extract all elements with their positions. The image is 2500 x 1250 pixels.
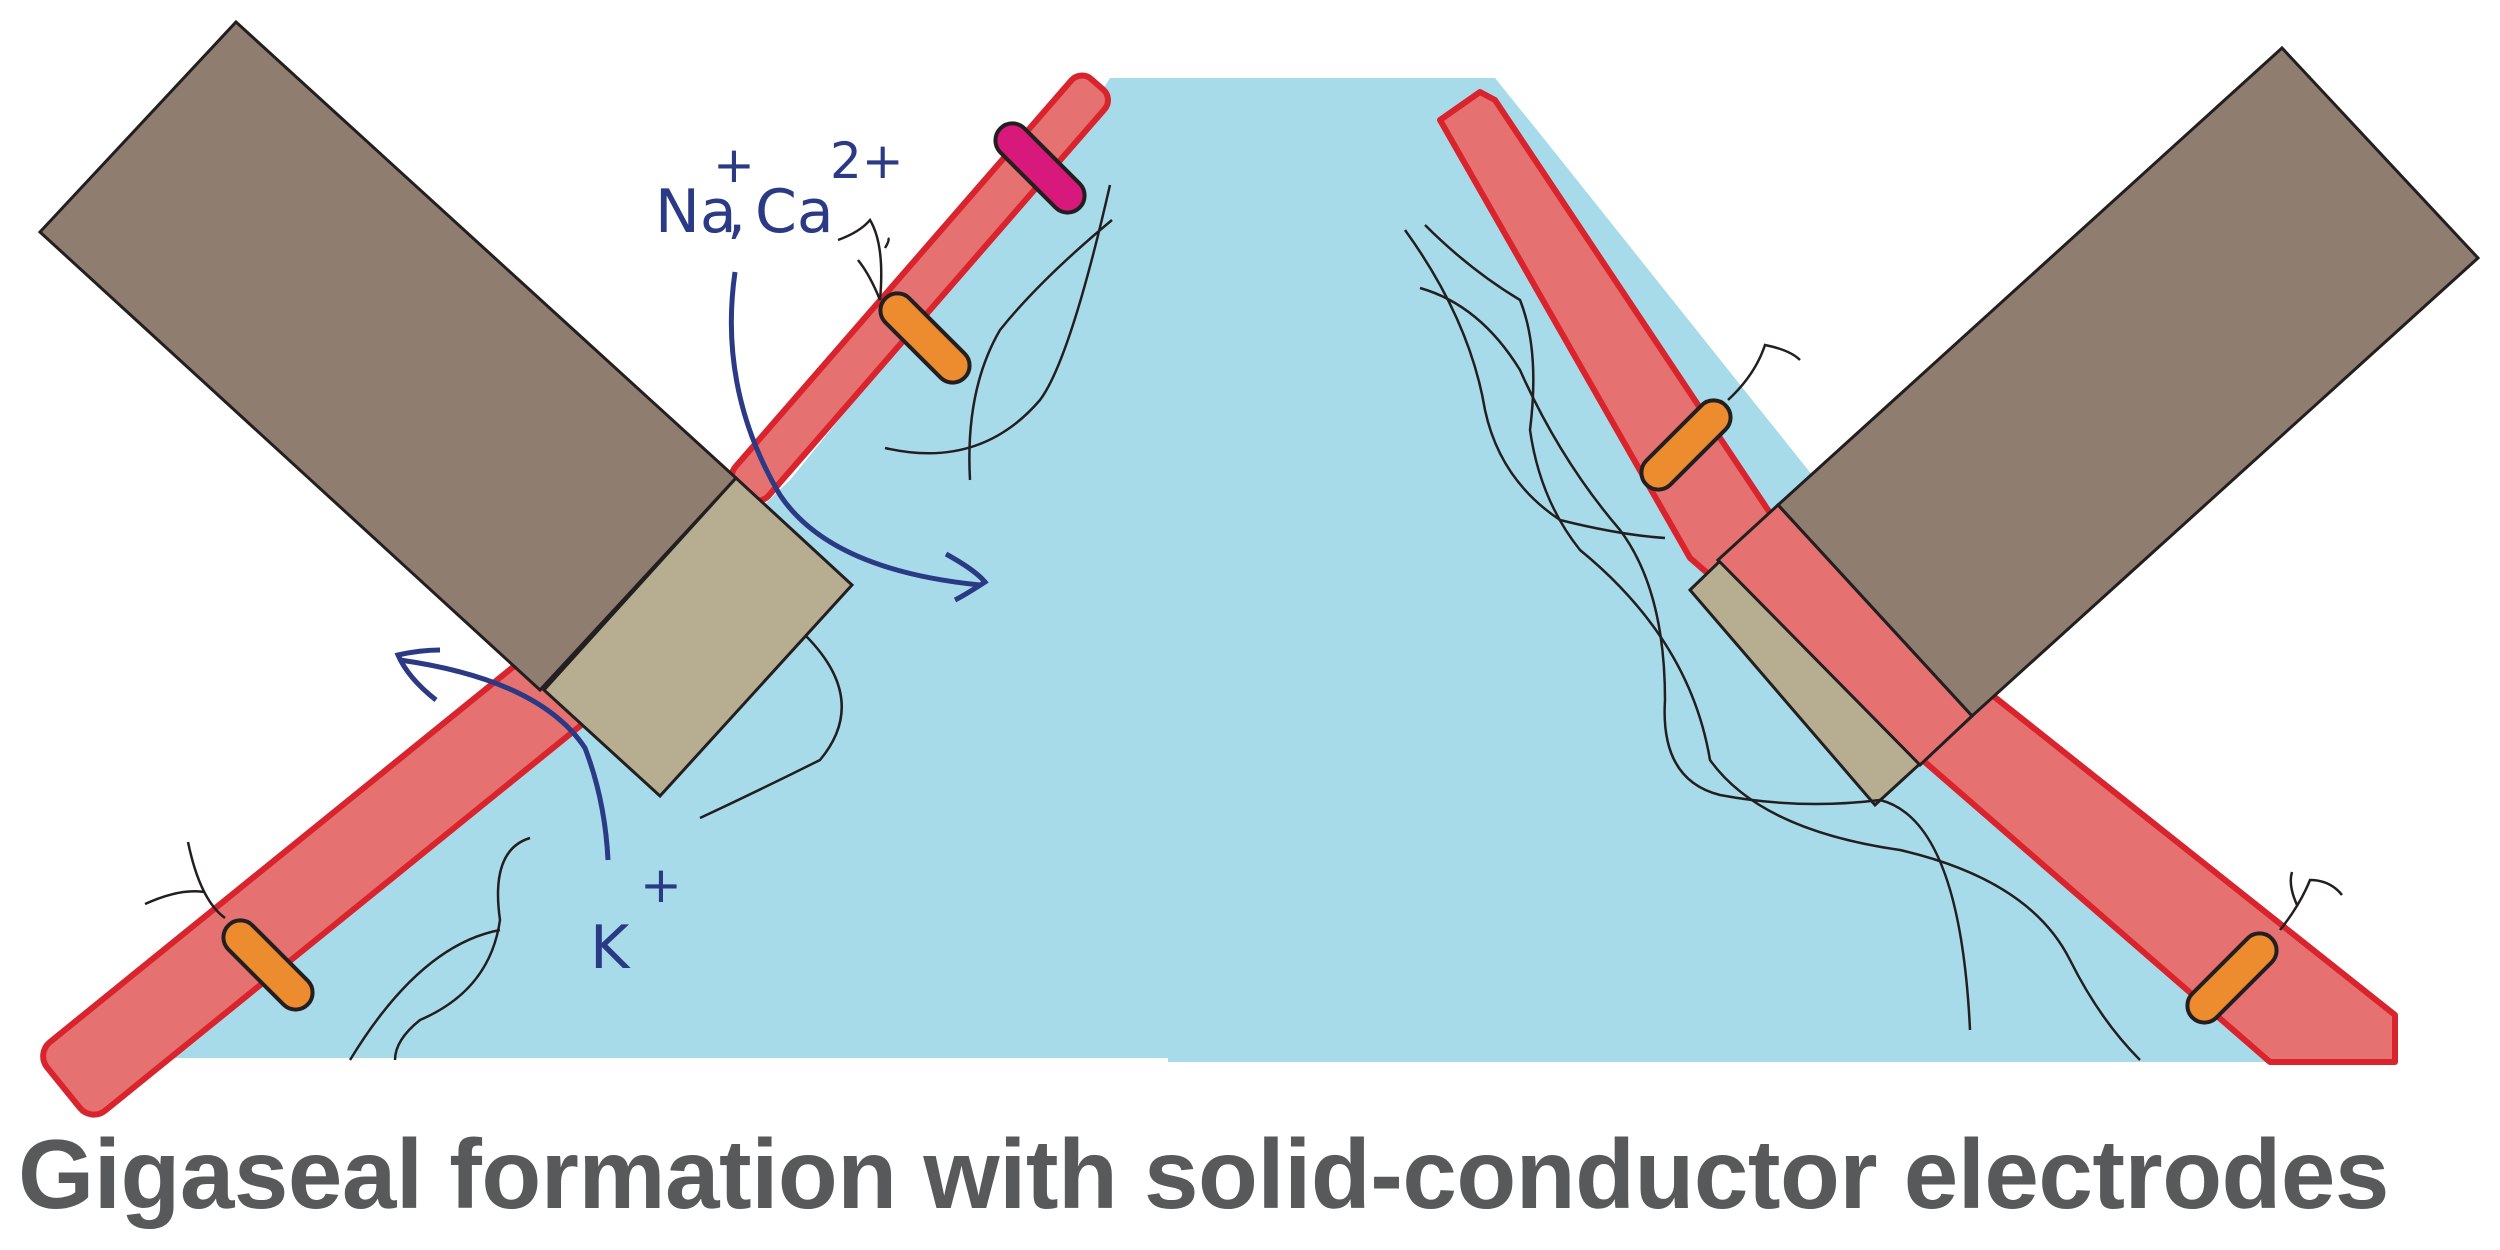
ion-label-na: Na: [655, 177, 737, 247]
ion-label-ca: Ca: [755, 177, 834, 247]
ion-label-k-charge: +: [640, 856, 682, 914]
ion-path-k: [394, 647, 611, 861]
ion-label-na-charge: +: [713, 136, 755, 194]
ion-label-separator: ,: [727, 177, 746, 247]
electrode-body-left: [37, 19, 739, 693]
channel-upper-left-magenta: [993, 121, 1087, 215]
ion-label-k: K: [590, 913, 631, 983]
channel-right-upper: [1639, 398, 1733, 492]
electrode-body-right: [1775, 45, 2481, 719]
ion-path-na-ca: [728, 271, 989, 603]
membrane-on-tip-right: [1715, 502, 1975, 768]
channel-upper-left-orange: [878, 291, 972, 385]
solution-region: [100, 78, 2280, 1062]
channel-right-lower: [2185, 931, 2279, 1025]
electrode-tip-left: [541, 475, 855, 799]
strands-left: [144, 184, 1113, 1061]
strands-right: [1403, 224, 2343, 1061]
channel-lower-left-orange: [221, 918, 315, 1012]
diagram-caption: Gigaseal formation with solid-conductor …: [18, 1119, 2389, 1229]
ion-label-ca-charge: 2+: [830, 132, 904, 190]
